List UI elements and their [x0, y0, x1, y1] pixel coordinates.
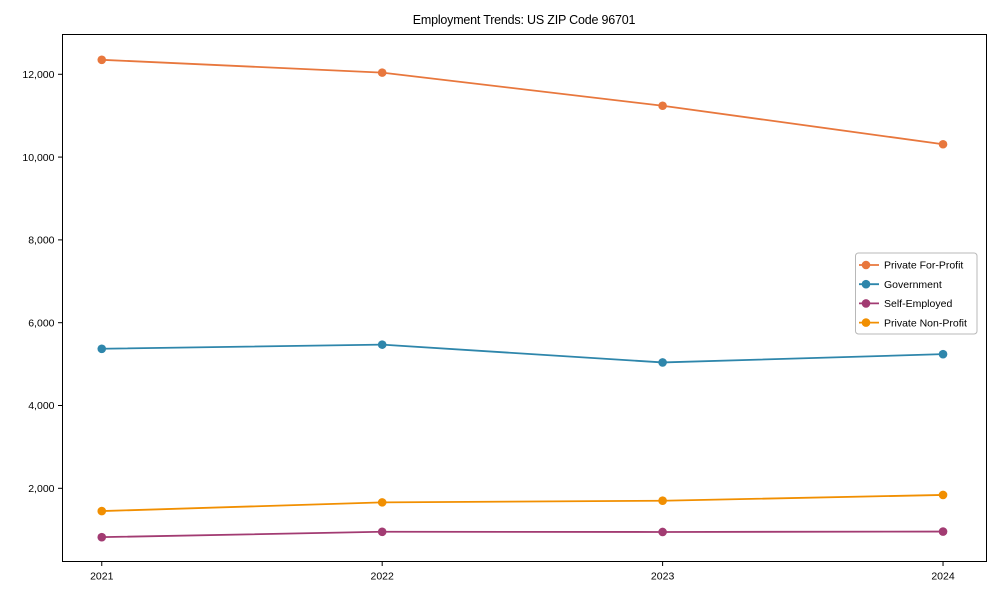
- legend-label: Private For-Profit: [884, 260, 963, 272]
- series-line-private-non-profit: [100, 494, 944, 512]
- series-line-government: [100, 343, 944, 364]
- legend-item-private-non-profit: Private Non-Profit: [859, 317, 967, 329]
- y-tick-label: 10,000: [22, 152, 54, 164]
- data-point-self-employed: [97, 532, 107, 542]
- y-tick-label: 2,000: [28, 483, 54, 495]
- y-tick-label: 12,000: [22, 69, 54, 81]
- data-point-government: [938, 349, 948, 359]
- data-point-private-non-profit: [658, 496, 667, 506]
- data-point-private-for-profit: [938, 139, 948, 149]
- data-point-government: [658, 358, 667, 367]
- legend-item-self-employed: Self-Employed: [859, 298, 952, 310]
- legend-marker-icon: [861, 299, 871, 308]
- data-point-private-for-profit: [97, 55, 107, 65]
- x-tick-label: 2023: [651, 571, 675, 583]
- data-point-private-non-profit: [97, 506, 107, 516]
- plot-frame: [62, 34, 987, 562]
- legend-label: Self-Employed: [884, 298, 952, 310]
- data-point-private-for-profit: [658, 101, 667, 111]
- legend-box: [855, 252, 978, 335]
- legend-item-private-for-profit: Private For-Profit: [859, 260, 963, 272]
- legend-item-government: Government: [859, 279, 942, 291]
- data-point-private-non-profit: [938, 490, 948, 500]
- data-point-self-employed: [658, 527, 667, 537]
- legend-label: Private Non-Profit: [884, 317, 967, 329]
- data-point-government: [97, 344, 107, 354]
- data-point-government: [377, 340, 387, 349]
- y-tick-label: 4,000: [28, 400, 54, 412]
- legend-label: Government: [884, 279, 942, 291]
- legend: Private For-Profit Government Self-Employe…: [855, 252, 978, 335]
- data-point-self-employed: [377, 527, 387, 537]
- x-tick-label: 2022: [371, 571, 395, 583]
- data-point-private-non-profit: [377, 498, 387, 507]
- legend-marker-icon: [861, 279, 871, 289]
- legend-marker-icon: [861, 260, 871, 270]
- series-line-self-employed: [100, 530, 944, 539]
- y-tick-label: 6,000: [28, 317, 54, 329]
- data-point-self-employed: [938, 527, 948, 536]
- y-tick-label: 8,000: [28, 235, 54, 247]
- series-line-private-for-profit: [100, 58, 944, 146]
- chart-title: Employment Trends: US ZIP Code 96701: [412, 13, 636, 27]
- data-point-private-for-profit: [377, 68, 387, 77]
- x-tick-label: 2024: [931, 571, 955, 583]
- legend-marker-icon: [861, 318, 871, 327]
- x-tick-label: 2021: [90, 571, 114, 583]
